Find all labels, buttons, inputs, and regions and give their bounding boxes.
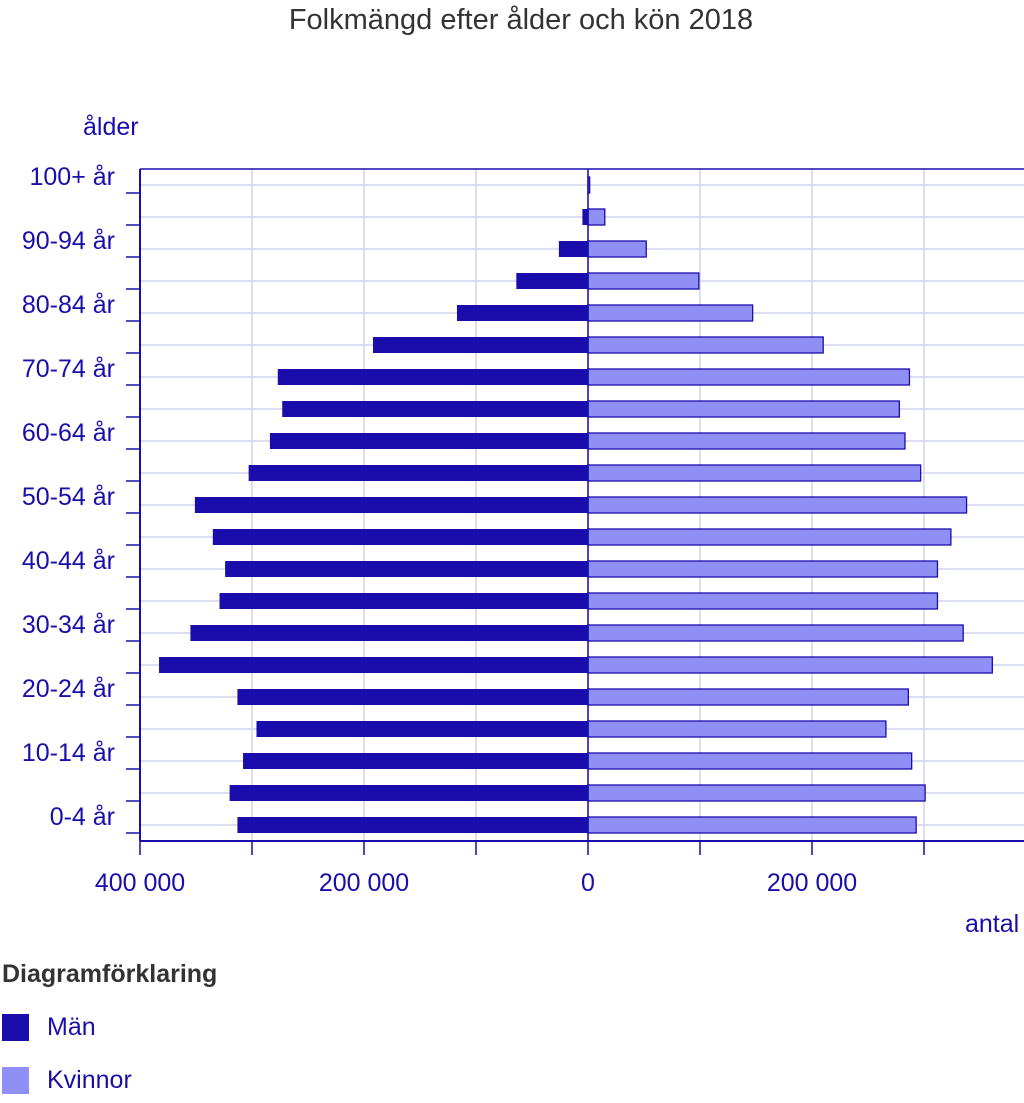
bar-men — [558, 241, 588, 257]
bar-men — [190, 625, 588, 641]
bar-men — [277, 369, 588, 385]
bar-women — [587, 496, 968, 514]
bar-women — [587, 592, 939, 610]
bar-women — [587, 464, 922, 482]
bar-women — [587, 304, 754, 322]
population-pyramid-chart: 0-4 år 10-14 år 20-24 år 30-34 år 40-44 år 50… — [22, 163, 1024, 897]
x-axis-title: antal — [965, 910, 1020, 938]
y-tick-label: 100+ år — [30, 163, 116, 191]
chart-title: Folkmängd efter ålder och kön 2018 — [288, 4, 754, 36]
bar-men — [582, 209, 588, 225]
legend-swatch-men — [2, 1014, 29, 1041]
bar-men — [269, 433, 588, 449]
y-tick-label: 30-34 år — [22, 611, 115, 639]
bar-men — [372, 337, 588, 353]
y-tick-label: 10-14 år — [22, 739, 115, 767]
bar-women — [587, 368, 911, 386]
bar-women — [587, 816, 917, 834]
x-tick-label: 0 — [581, 869, 595, 897]
bar-men — [194, 497, 588, 513]
bar-men — [212, 529, 589, 545]
bar-men — [225, 561, 588, 577]
legend-title: Diagramförklaring — [2, 960, 218, 988]
bar-men — [237, 817, 588, 833]
bar-women — [587, 656, 993, 674]
bar-women — [587, 752, 913, 770]
bar-women — [587, 400, 901, 418]
legend-label-women: Kvinnor — [47, 1066, 132, 1094]
bar-women — [587, 528, 952, 546]
y-tick-label: 60-64 år — [22, 419, 115, 447]
bar-men — [248, 465, 588, 481]
y-tick-label: 50-54 år — [22, 483, 115, 511]
x-tick-label: 400 000 — [95, 869, 185, 897]
bar-men — [516, 273, 588, 289]
y-tick-label: 20-24 år — [22, 675, 115, 703]
bar-men — [243, 753, 589, 769]
bar-women — [587, 720, 887, 738]
bar-women — [587, 688, 909, 706]
legend-item-men: Män — [2, 1013, 96, 1042]
y-axis-title: ålder — [83, 113, 139, 141]
bar-women — [587, 208, 606, 226]
bar-women — [587, 240, 647, 258]
y-tick-label: 40-44 år — [22, 547, 115, 575]
bar-women — [587, 432, 906, 450]
legend-swatch-women — [2, 1067, 29, 1094]
bar-women — [587, 624, 964, 642]
bar-men — [229, 785, 588, 801]
bar-men — [456, 305, 588, 321]
x-tick-label: 200 000 — [767, 869, 857, 897]
bar-women — [587, 272, 700, 290]
bar-men — [256, 721, 588, 737]
bar-women — [587, 784, 926, 802]
bar-men — [159, 657, 589, 673]
y-tick-label: 90-94 år — [22, 227, 115, 255]
legend-label-men: Män — [47, 1013, 96, 1041]
bar-men — [282, 401, 588, 417]
y-tick-label: 70-74 år — [22, 355, 115, 383]
x-tick-label: 200 000 — [319, 869, 409, 897]
y-tick-label: 0-4 år — [50, 803, 115, 831]
legend-item-women: Kvinnor — [2, 1066, 132, 1095]
bar-women — [587, 336, 824, 354]
y-tick-label: 80-84 år — [22, 291, 115, 319]
bar-men — [219, 593, 588, 609]
bar-women — [587, 560, 939, 578]
bar-men — [237, 689, 588, 705]
